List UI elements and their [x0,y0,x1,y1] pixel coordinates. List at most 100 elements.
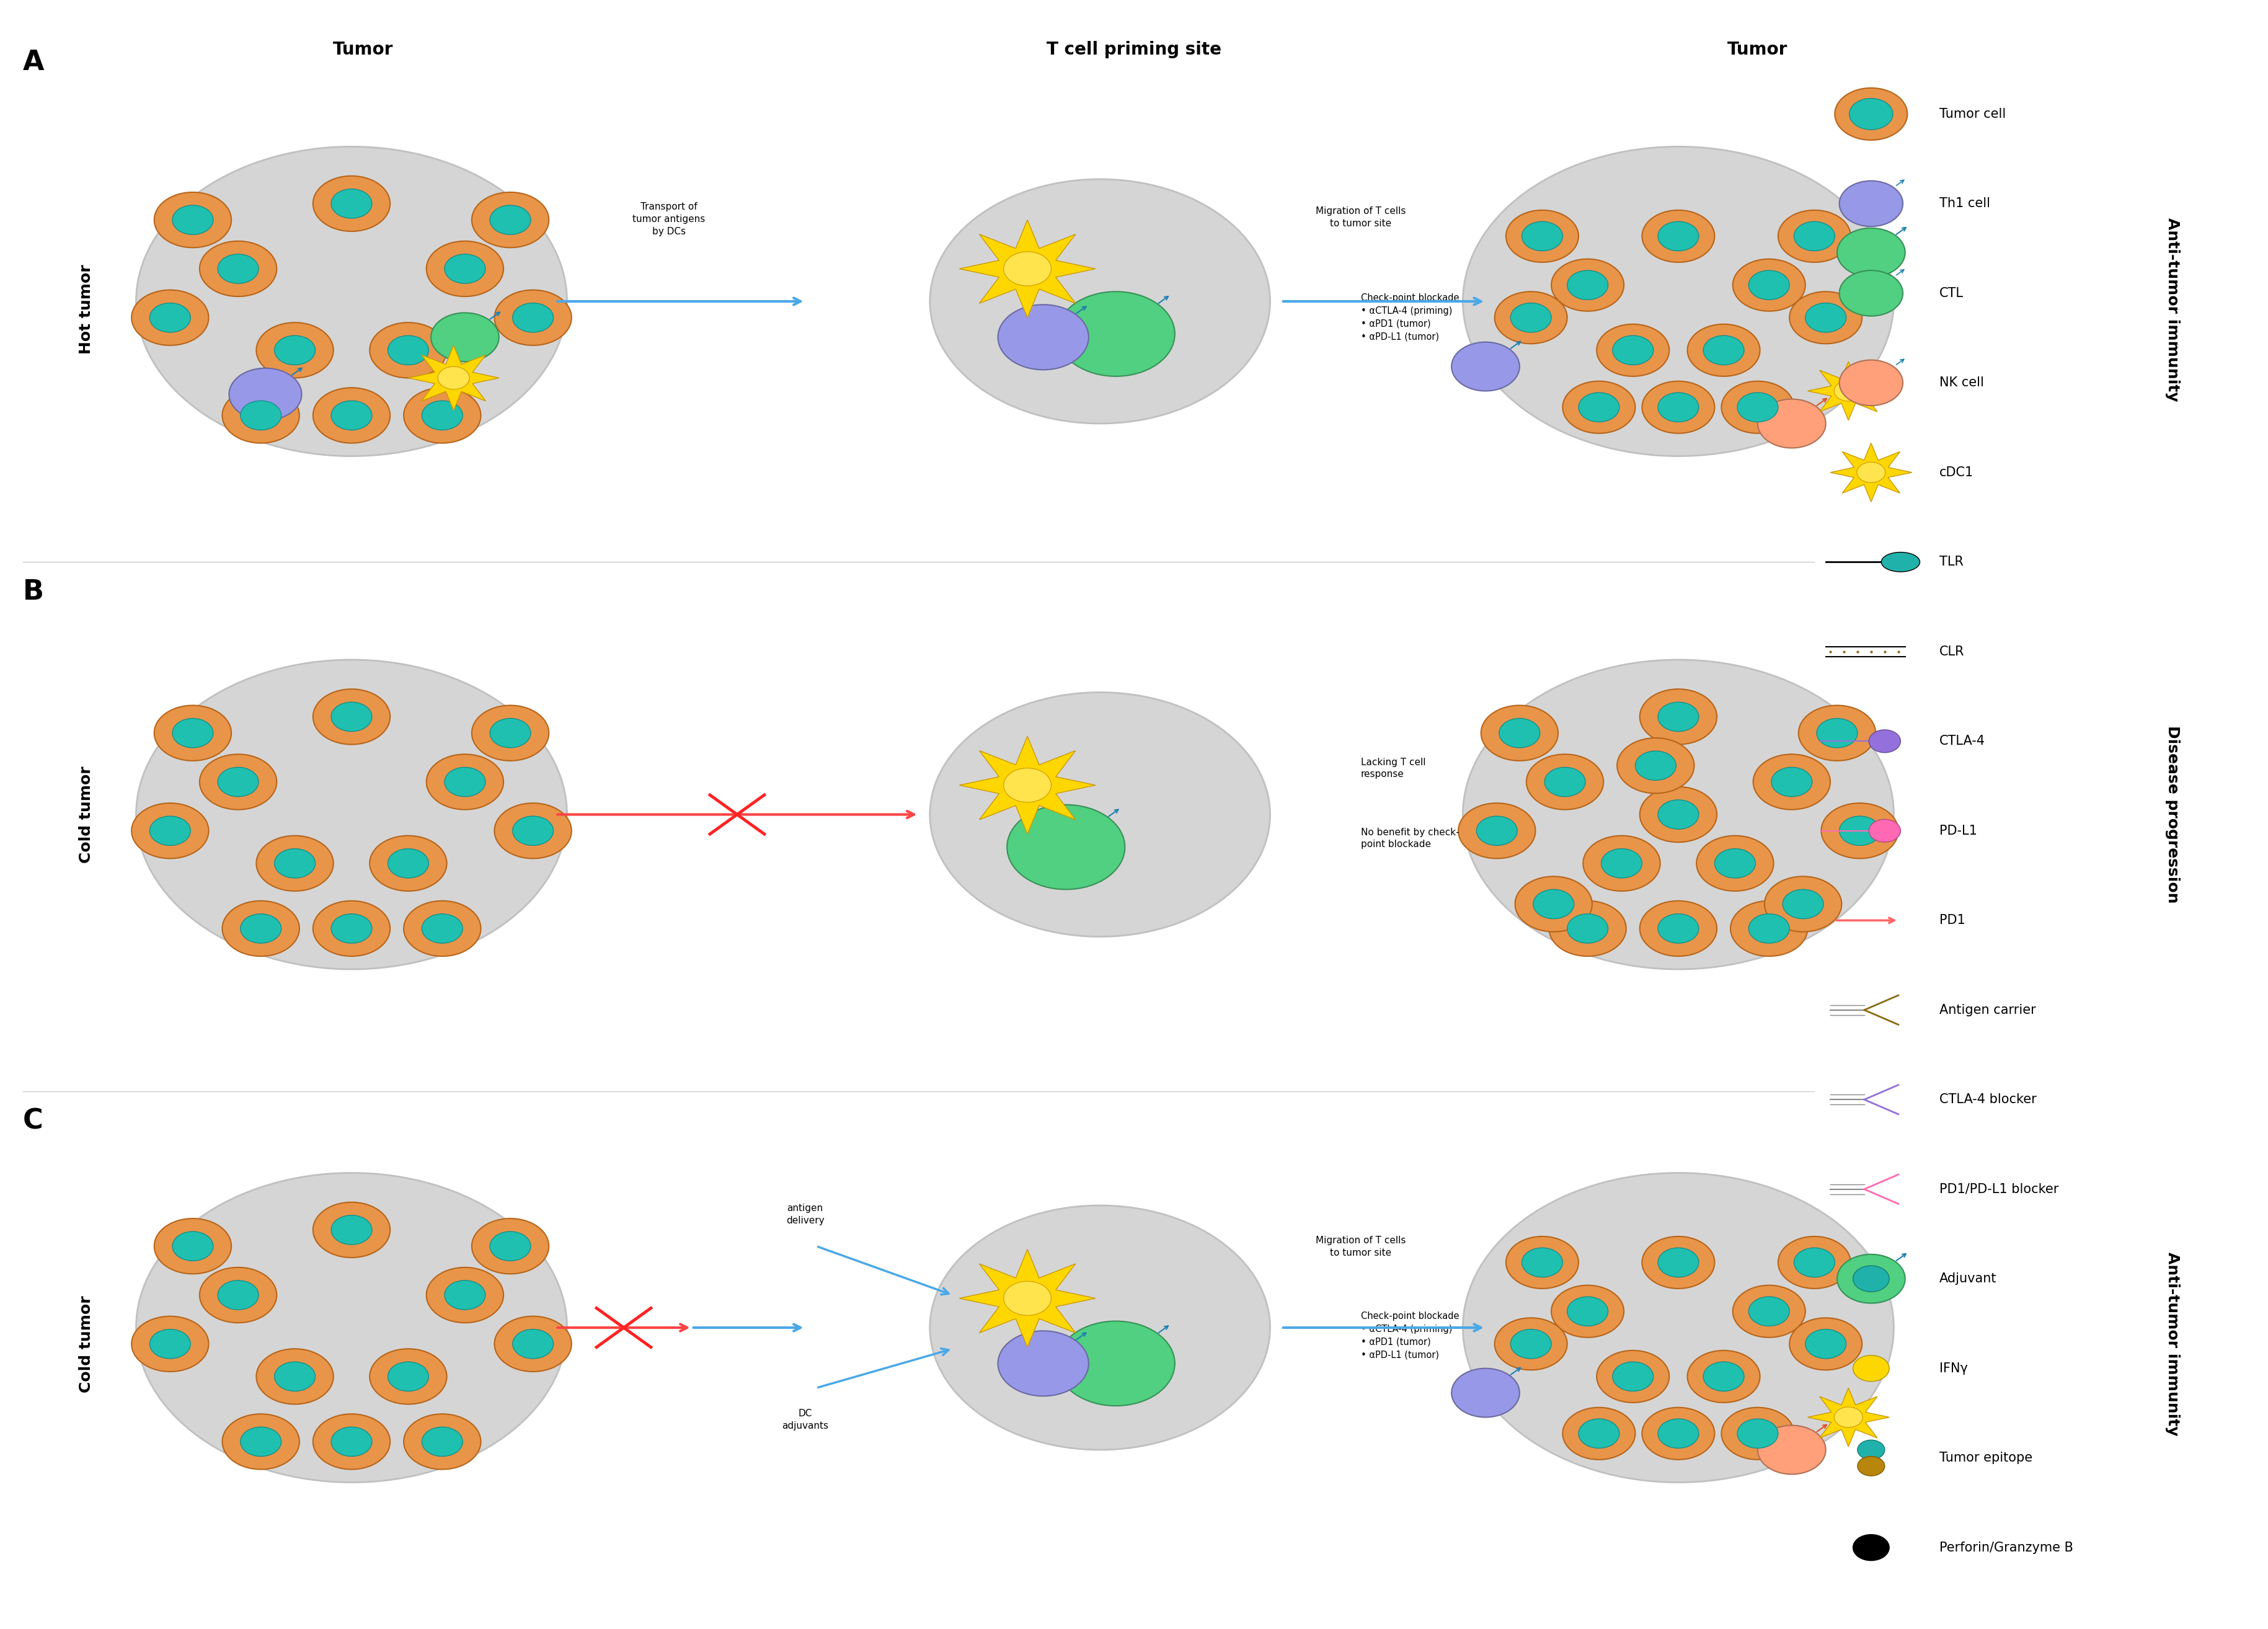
Circle shape [200,1267,277,1323]
Circle shape [1715,849,1755,878]
Text: DC
adjuvants: DC adjuvants [782,1409,828,1430]
Text: Cold tumor: Cold tumor [79,766,93,863]
Circle shape [1613,1362,1653,1391]
Circle shape [1597,324,1669,376]
Circle shape [274,336,315,365]
Circle shape [388,336,429,365]
Circle shape [154,705,231,761]
Circle shape [331,702,372,731]
Circle shape [1853,1355,1889,1381]
Text: Antigen carrier: Antigen carrier [1939,1003,2037,1016]
Text: Hot tumor: Hot tumor [79,264,93,355]
Circle shape [1510,1329,1551,1359]
Circle shape [1765,876,1842,932]
Circle shape [1583,836,1660,891]
Circle shape [1837,1254,1905,1303]
Circle shape [1579,1419,1619,1448]
Text: CTLA-4: CTLA-4 [1939,735,1984,748]
Circle shape [1817,718,1857,748]
Circle shape [370,836,447,891]
Text: CTL: CTL [1939,287,1964,300]
Circle shape [229,368,302,420]
Circle shape [1658,393,1699,422]
Text: A: A [23,49,43,75]
Polygon shape [959,1249,1095,1347]
Circle shape [1758,1425,1826,1474]
Circle shape [172,205,213,235]
Circle shape [222,901,299,956]
Text: C: C [23,1108,43,1134]
Text: T cell priming site: T cell priming site [1046,41,1222,59]
Circle shape [1642,210,1715,262]
Text: Disease progression: Disease progression [2166,725,2180,904]
Circle shape [200,241,277,296]
Circle shape [1839,816,1880,845]
Circle shape [313,388,390,443]
Circle shape [1495,1318,1567,1370]
Circle shape [1002,251,1052,287]
Circle shape [1730,901,1808,956]
Circle shape [1721,1407,1794,1460]
Circle shape [313,901,390,956]
Circle shape [1002,1280,1052,1316]
Circle shape [1857,1456,1885,1476]
Text: Tumor: Tumor [333,41,392,59]
Circle shape [1613,336,1653,365]
Circle shape [490,205,531,235]
Circle shape [404,901,481,956]
Circle shape [1749,1297,1789,1326]
Circle shape [1567,1297,1608,1326]
Circle shape [331,189,372,218]
Text: Tumor cell: Tumor cell [1939,108,2005,121]
Circle shape [422,401,463,430]
Circle shape [1522,222,1563,251]
Circle shape [218,767,259,797]
Circle shape [1869,819,1901,842]
Circle shape [1002,767,1052,801]
Text: IFNγ: IFNγ [1939,1362,1969,1375]
Circle shape [388,1362,429,1391]
Text: Tumor: Tumor [1728,41,1787,59]
Text: No benefit by check-
point blockade: No benefit by check- point blockade [1361,828,1458,849]
Circle shape [1545,767,1585,797]
Text: NK cell: NK cell [1939,376,1984,389]
Circle shape [1753,754,1830,810]
Circle shape [1857,1440,1885,1460]
Circle shape [1737,393,1778,422]
Circle shape [1737,1419,1778,1448]
Circle shape [1579,393,1619,422]
Circle shape [136,660,567,969]
Circle shape [445,254,485,283]
Circle shape [1640,787,1717,842]
Circle shape [998,305,1089,370]
Circle shape [172,718,213,748]
Text: Transport of
tumor antigens
by DCs: Transport of tumor antigens by DCs [633,202,705,236]
Circle shape [132,1316,209,1372]
Circle shape [472,705,549,761]
Circle shape [1794,222,1835,251]
Circle shape [1458,803,1535,858]
Circle shape [1499,718,1540,748]
Circle shape [1835,1407,1862,1427]
Circle shape [1551,1285,1624,1337]
Circle shape [472,1218,549,1274]
Circle shape [370,323,447,378]
Polygon shape [1808,1388,1889,1447]
Circle shape [1481,705,1558,761]
Circle shape [1506,210,1579,262]
Circle shape [404,1414,481,1469]
Text: B: B [23,578,43,604]
Circle shape [490,1232,531,1261]
Circle shape [1463,147,1894,456]
Text: PD1/PD-L1 blocker: PD1/PD-L1 blocker [1939,1183,2059,1196]
Circle shape [1758,399,1826,448]
Text: Anti-tumor immunity: Anti-tumor immunity [2166,1253,2180,1435]
Text: Adjuvant: Adjuvant [1939,1272,1996,1285]
Circle shape [1687,1350,1760,1403]
Circle shape [1835,88,1907,140]
Circle shape [1794,1248,1835,1277]
Circle shape [1658,1419,1699,1448]
Circle shape [1783,889,1823,919]
Circle shape [422,1427,463,1456]
Circle shape [1658,702,1699,731]
